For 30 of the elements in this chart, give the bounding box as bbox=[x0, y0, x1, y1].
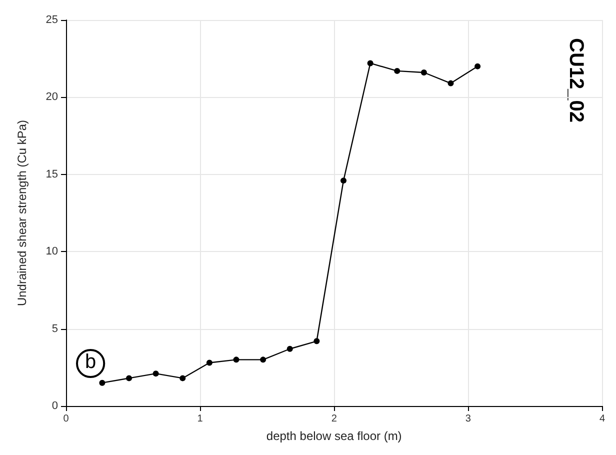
point bbox=[420, 69, 427, 76]
point bbox=[474, 63, 481, 70]
point bbox=[99, 380, 106, 386]
x-tick-label: 3 bbox=[465, 414, 472, 424]
point bbox=[206, 360, 212, 366]
point bbox=[233, 356, 240, 363]
point bbox=[260, 356, 266, 363]
y-tick-label: 5 bbox=[52, 322, 58, 335]
y-tick-label: 10 bbox=[46, 246, 58, 258]
point bbox=[286, 346, 293, 352]
x-axis-title: depth below sea floor (m) bbox=[266, 429, 402, 443]
point bbox=[180, 375, 186, 382]
point bbox=[126, 375, 132, 382]
text: CU12_02 bbox=[565, 38, 587, 123]
x-tick-label: 2 bbox=[331, 414, 338, 424]
x-tick-label: 4 bbox=[599, 414, 606, 424]
point bbox=[367, 60, 374, 66]
point bbox=[340, 178, 346, 184]
x-tick-label: 0 bbox=[63, 414, 70, 424]
y-tick-label: 15 bbox=[46, 168, 58, 180]
y-axis-title: Undrained shear strength (Cu kPa) bbox=[15, 120, 29, 306]
point bbox=[394, 68, 400, 74]
point bbox=[314, 338, 320, 344]
annotation: b bbox=[85, 351, 96, 373]
x-tick-label: 1 bbox=[197, 414, 204, 424]
point bbox=[448, 80, 454, 86]
y-tick-label: 0 bbox=[52, 400, 58, 412]
point bbox=[152, 370, 159, 377]
y-tick-label: 25 bbox=[46, 14, 58, 26]
y-tick-label: 20 bbox=[46, 91, 58, 104]
